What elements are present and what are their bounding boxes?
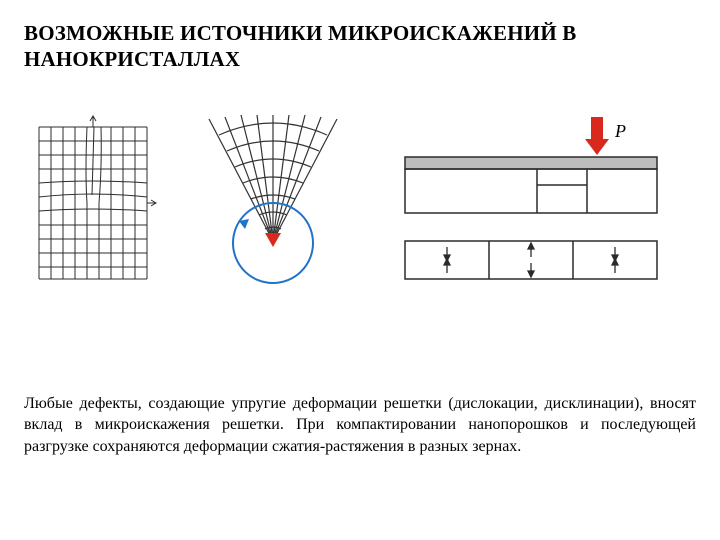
disclination-svg bbox=[183, 113, 363, 293]
load-arrow-icon bbox=[585, 117, 609, 155]
load-label: P bbox=[614, 121, 626, 141]
figure-disclination bbox=[183, 113, 363, 293]
body-paragraph: Любые дефекты, создающие упругие деформа… bbox=[24, 393, 696, 458]
dislocation-svg bbox=[24, 113, 159, 293]
title-line-1: ВОЗМОЖНЫЕ ИСТОЧНИКИ МИКРОИСКАЖЕНИЙ В bbox=[24, 21, 577, 45]
title-line-2: НАНОКРИСТАЛЛАХ bbox=[24, 47, 240, 71]
figures-row: P bbox=[24, 113, 696, 293]
page-title: ВОЗМОЖНЫЕ ИСТОЧНИКИ МИКРОИСКАЖЕНИЙ В НАН… bbox=[24, 20, 696, 73]
figure-dislocation-grid bbox=[24, 113, 159, 293]
load-svg: P bbox=[387, 113, 667, 293]
figure-load-grains: P bbox=[387, 113, 667, 293]
